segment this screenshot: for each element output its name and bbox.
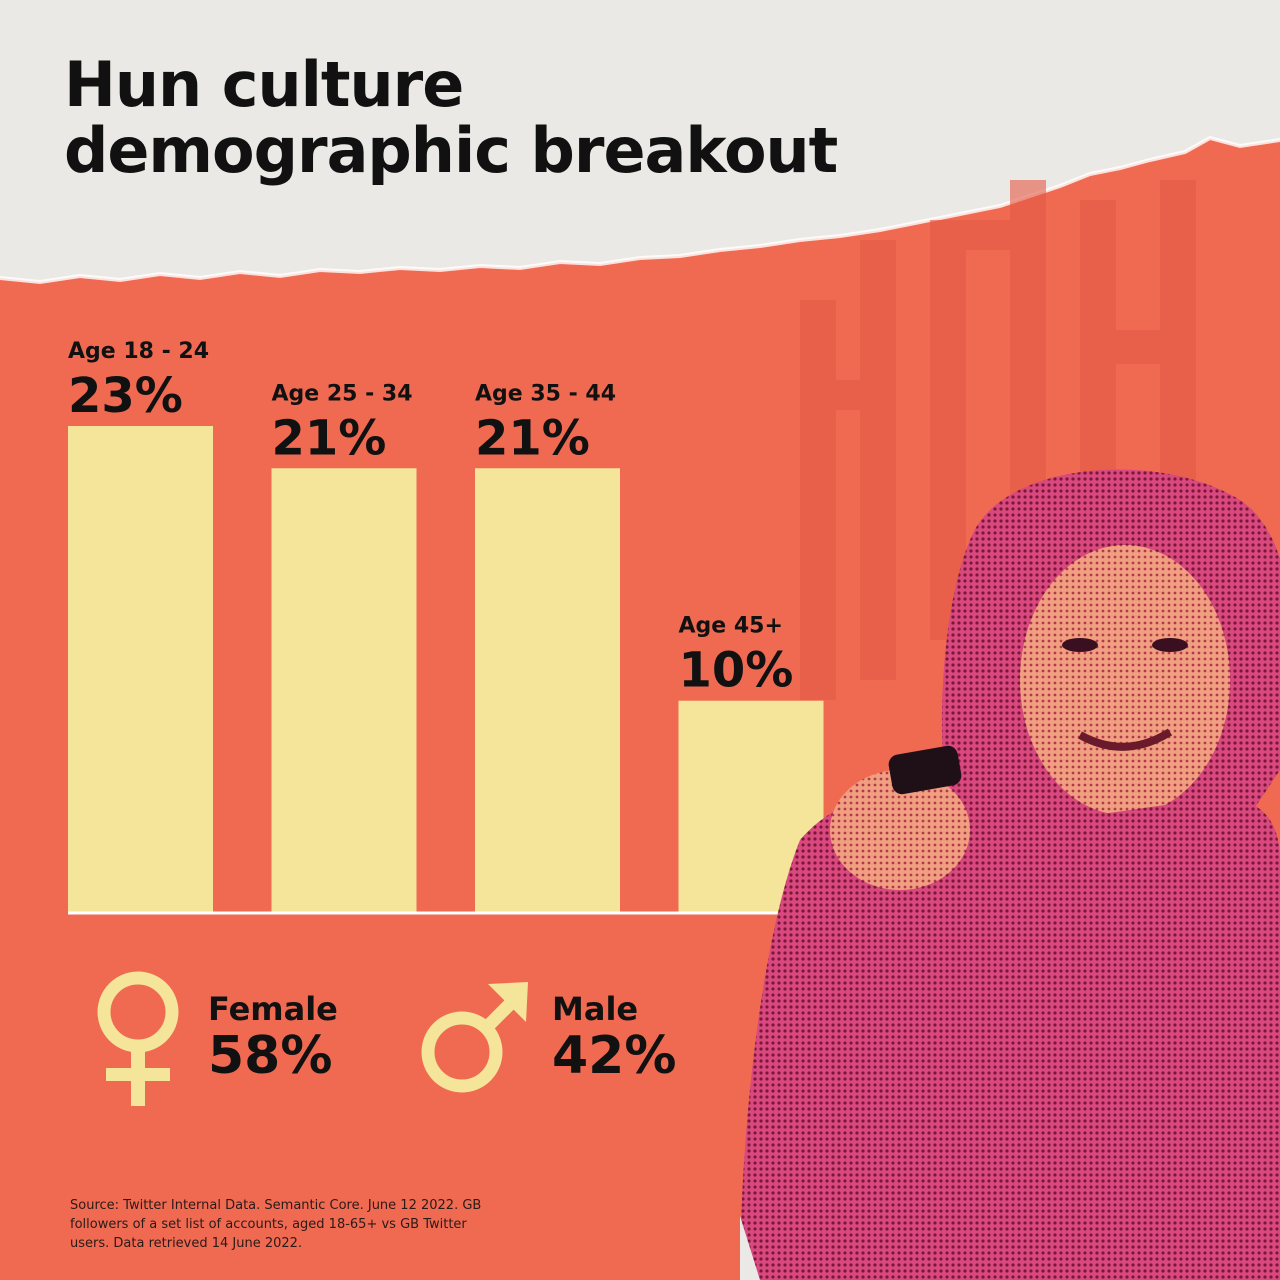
male-value: 42% [552,1026,677,1086]
person-photo [740,469,1280,1280]
background-pattern [800,180,1196,700]
bar-value-label: 10% [679,643,794,699]
page-title: Hun culture demographic breakout [64,48,838,187]
title-line-1: Hun culture [64,48,464,121]
bar-category-label: Age 45+ [679,614,783,639]
male-symbol-icon [421,982,528,1093]
bar-category-label: Age 35 - 44 [475,381,616,406]
female-value: 58% [208,1026,333,1086]
male-label: Male [552,990,639,1028]
female-symbol-icon [97,971,179,1106]
torn-paper-header [0,0,1280,285]
bar-value-label: 21% [475,410,590,466]
bar-age-35-44 [475,468,620,912]
bar-value-label: 21% [272,410,387,466]
female-label: Female [208,990,338,1028]
title-line-2: demographic breakout [64,114,838,187]
bar-age-18-24 [68,426,213,912]
female-stat: Female 58% [90,968,338,1108]
bar-age-25-34 [271,468,417,912]
bar-value-label: 23% [68,368,183,424]
source-note: Source: Twitter Internal Data. Semantic … [70,1198,482,1251]
male-stat: Male 42% [418,978,676,1098]
bar-category-label: Age 25 - 34 [272,381,413,406]
bar-category-label: Age 18 - 24 [68,339,209,364]
